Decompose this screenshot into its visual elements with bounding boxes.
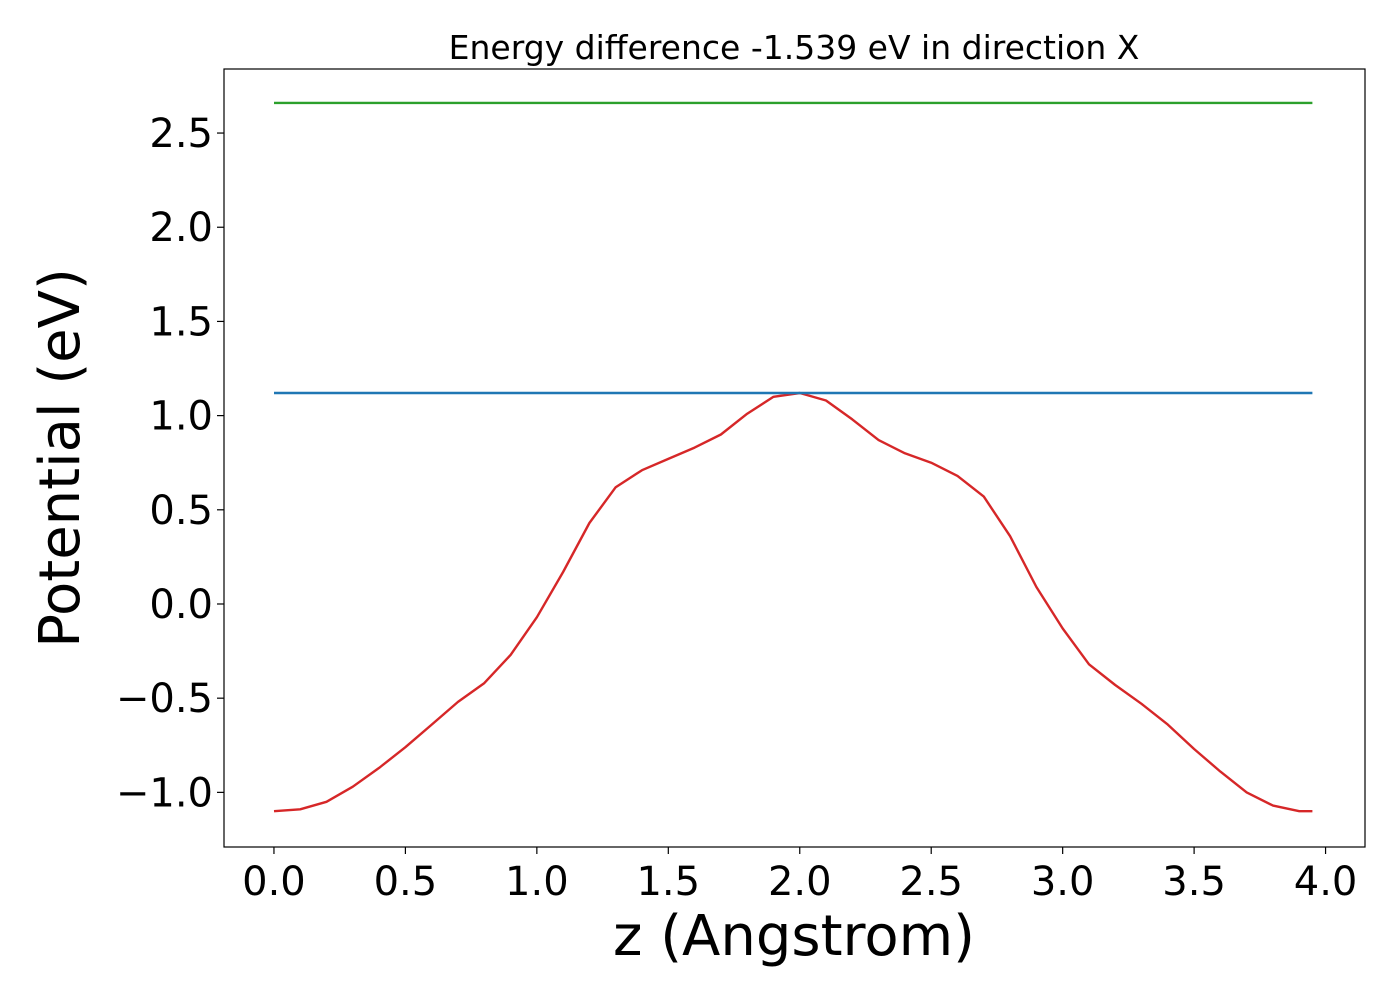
y-axis-label: Potential (eV) <box>28 268 93 648</box>
y-axis: −1.0 −0.5 0.0 0.5 1.0 1.5 2.0 2.5 <box>116 111 224 816</box>
x-tick-label: 4.0 <box>1294 859 1358 905</box>
series-layer <box>273 101 1313 813</box>
y-tick-label: 1.0 <box>149 394 213 440</box>
x-tick-label: 3.5 <box>1162 859 1226 905</box>
y-tick-label: 1.5 <box>149 299 213 345</box>
y-tick-label: −0.5 <box>116 676 213 722</box>
series-line-0 <box>273 391 1313 813</box>
x-axis-label: z (Angstrom) <box>613 904 975 969</box>
plot-frame <box>223 68 1366 848</box>
x-tick-label: 0.5 <box>374 859 438 905</box>
y-tick-label: 2.0 <box>149 205 213 251</box>
x-tick-label: 1.5 <box>636 859 700 905</box>
x-axis: 0.0 0.5 1.0 1.5 2.0 2.5 3.0 3.5 4.0 <box>242 847 1357 905</box>
x-tick-label: 0.0 <box>242 859 306 905</box>
y-tick-label: 0.5 <box>149 488 213 534</box>
x-tick-label: 3.0 <box>1031 859 1095 905</box>
x-tick-label: 2.5 <box>899 859 963 905</box>
y-tick-label: 2.5 <box>149 111 213 157</box>
y-tick-label: 0.0 <box>149 582 213 628</box>
x-tick-label: 1.0 <box>505 859 569 905</box>
chart-title: Energy difference -1.539 eV in direction… <box>449 28 1140 67</box>
x-tick-label: 2.0 <box>768 859 832 905</box>
y-tick-label: −1.0 <box>116 770 213 816</box>
